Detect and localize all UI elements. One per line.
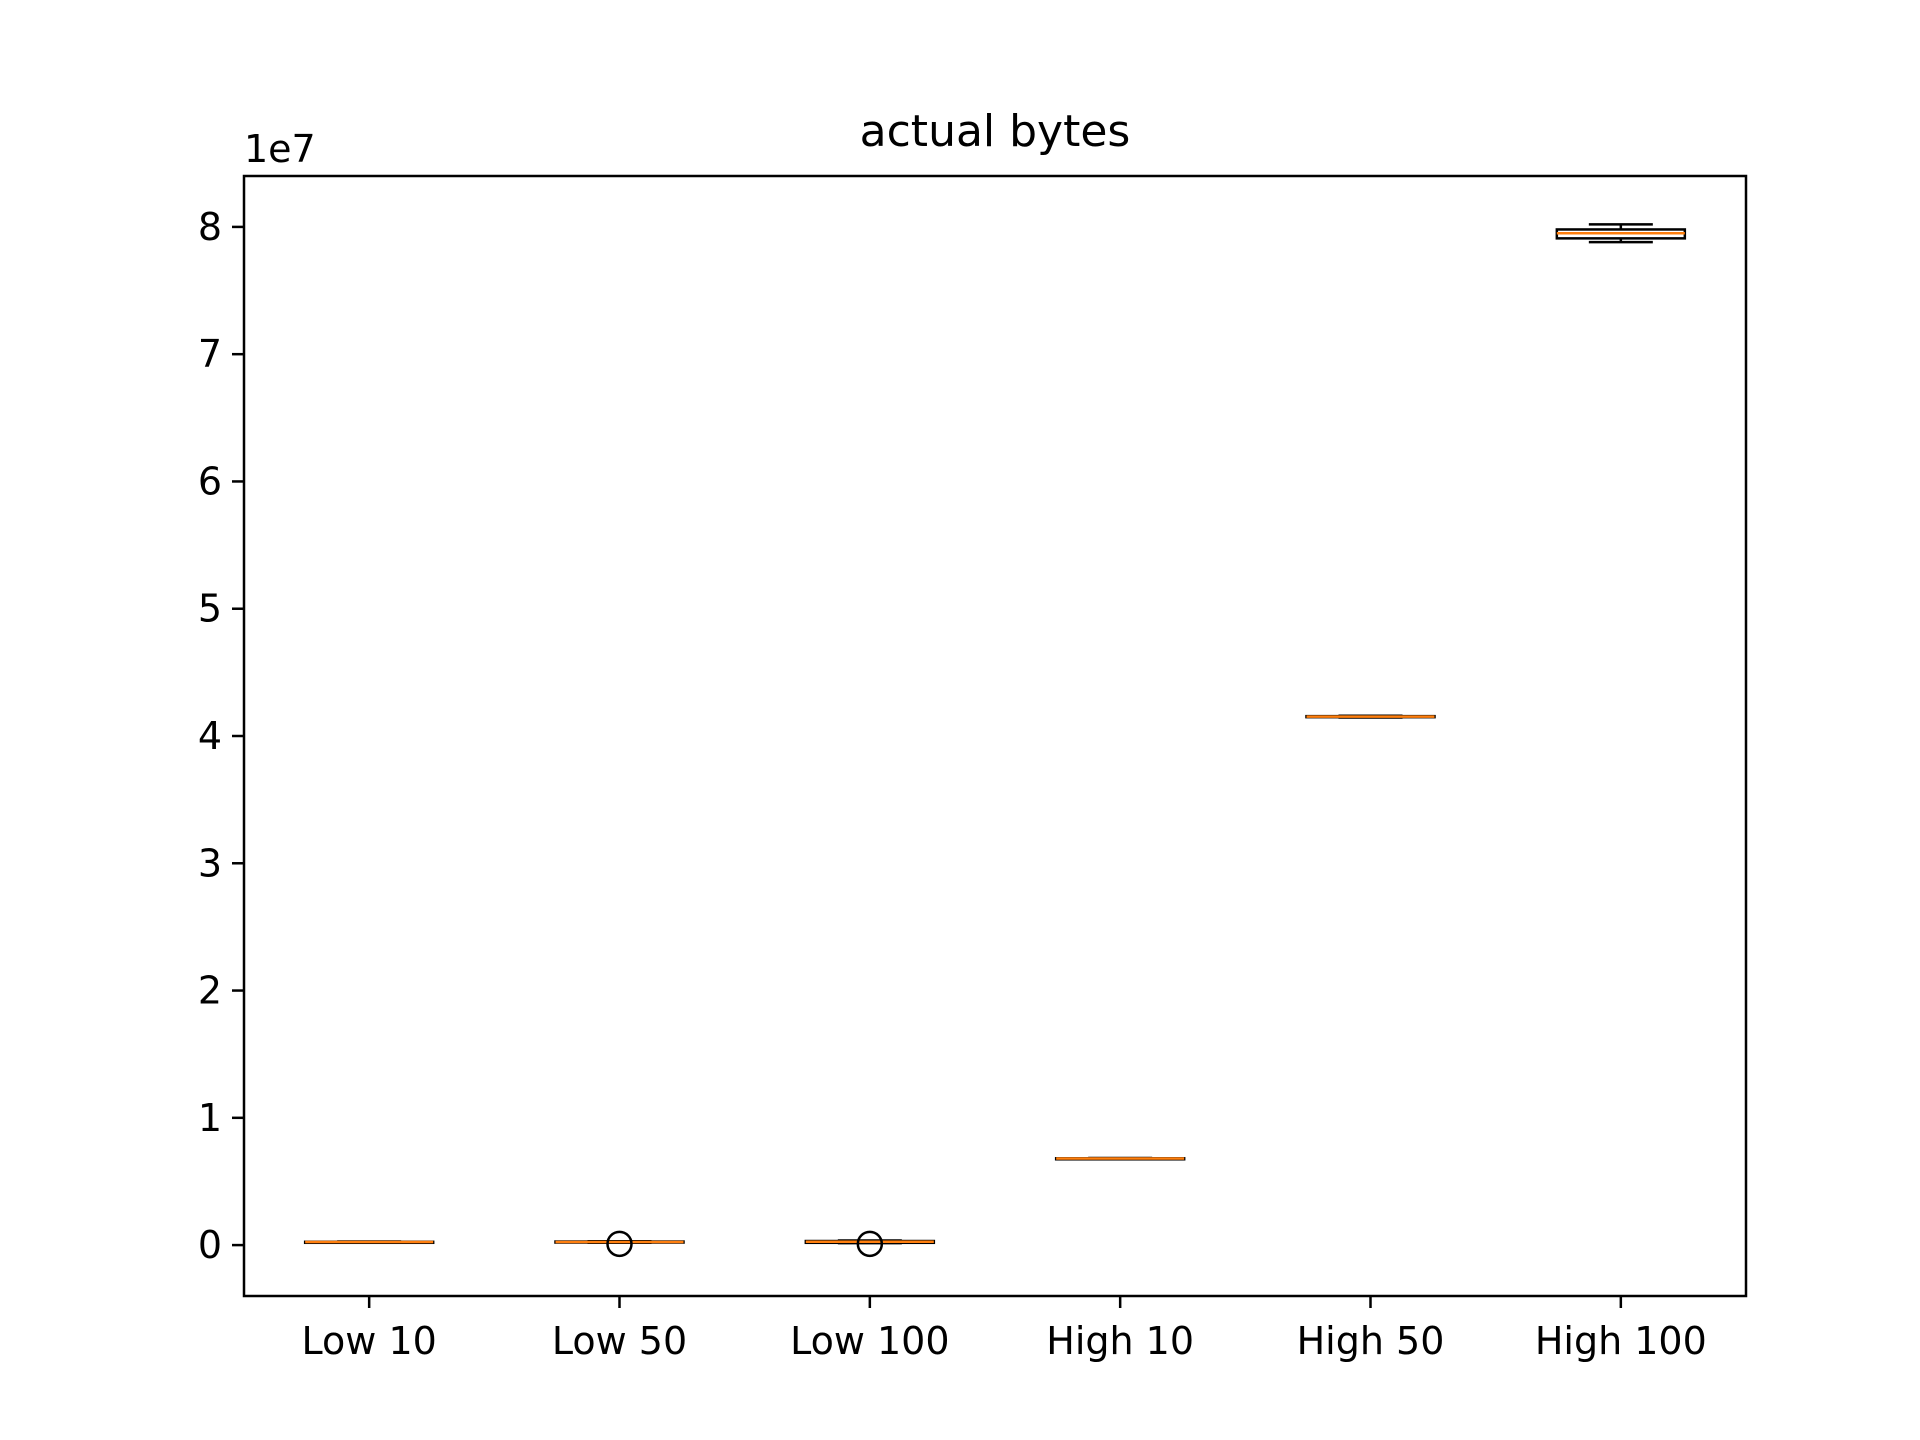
box-low-10 — [303, 1240, 435, 1245]
x-tick-label: High 100 — [1535, 1319, 1707, 1363]
outlier-point — [606, 1230, 633, 1258]
x-tick-label: Low 50 — [552, 1319, 687, 1363]
box-high-100 — [1555, 223, 1687, 244]
chart-title: actual bytes — [860, 106, 1131, 157]
y-tick-label: 2 — [198, 969, 222, 1013]
x-tick-label: High 50 — [1297, 1319, 1445, 1363]
box-high-50 — [1305, 714, 1436, 719]
y-tick-label: 1 — [198, 1096, 222, 1140]
x-tick-label: Low 10 — [302, 1319, 437, 1363]
y-tick-label: 3 — [198, 841, 222, 885]
box-low-50 — [554, 1230, 685, 1258]
y-tick-label: 0 — [198, 1223, 222, 1267]
x-tick-label: High 10 — [1046, 1319, 1194, 1363]
y-tick-label: 8 — [198, 205, 222, 249]
y-tick-label: 6 — [198, 459, 222, 503]
box-high-10 — [1054, 1156, 1186, 1161]
y-tick-label: 4 — [198, 714, 222, 758]
y-tick-label: 5 — [198, 587, 222, 631]
outlier-point — [856, 1230, 884, 1258]
y-offset-label: 1e7 — [244, 127, 316, 171]
axes-frame — [242, 174, 1748, 1298]
box-low-100 — [804, 1230, 936, 1258]
y-tick-label: 7 — [198, 332, 222, 376]
x-tick-label: Low 100 — [790, 1319, 949, 1363]
plot-area: 0 1 2 3 4 5 6 7 8 Low 10 Low 50 Low 100 High 10 High … — [198, 205, 1707, 1363]
